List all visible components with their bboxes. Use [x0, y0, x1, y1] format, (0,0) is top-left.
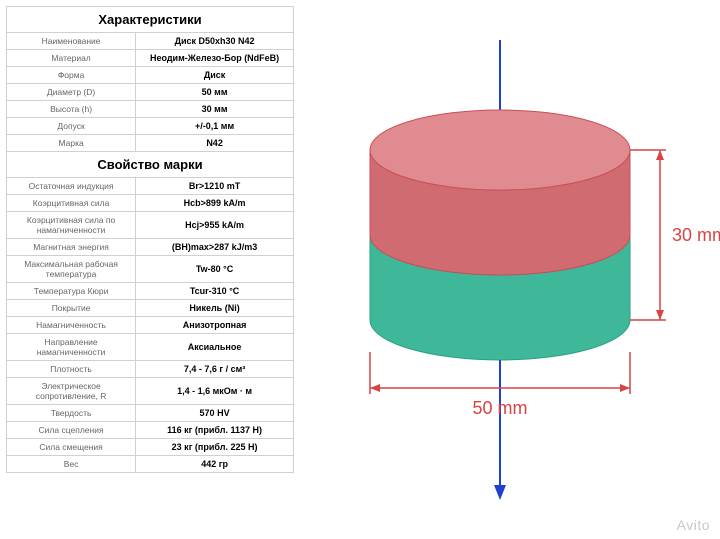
table-row: Магнитная энергия(BH)max>287 kJ/m3 — [7, 239, 294, 256]
spec-label: Намагниченность — [7, 317, 136, 334]
spec-value: Неодим-Железо-Бор (NdFeB) — [136, 50, 294, 67]
spec-value: 30 мм — [136, 101, 294, 118]
table-row: МатериалНеодим-Железо-Бор (NdFeB) — [7, 50, 294, 67]
spec-label: Наименование — [7, 33, 136, 50]
spec-label: Диаметр (D) — [7, 84, 136, 101]
spec-label: Магнитная энергия — [7, 239, 136, 256]
magnet-diagram: 30 mm 50 mm — [300, 0, 720, 539]
table-row: Вес442 гр — [7, 456, 294, 473]
spec-value: Аксиальное — [136, 334, 294, 361]
table-row: Остаточная индукцияBr>1210 mT — [7, 178, 294, 195]
dim-arrow-icon — [370, 384, 380, 392]
table-row: Коэрцитивная сила по намагниченностиHcj>… — [7, 212, 294, 239]
table-row: ФормаДиск — [7, 67, 294, 84]
table-row: НаименованиеДиск D50xh30 N42 — [7, 33, 294, 50]
table-row: Сила смещения23 кг (прибл. 225 H) — [7, 439, 294, 456]
dim-height-label: 30 mm — [672, 225, 720, 245]
spec-label: Материал — [7, 50, 136, 67]
spec-value: +/-0,1 мм — [136, 118, 294, 135]
table-row: Электрическое сопротивление, R1,4 - 1,6 … — [7, 378, 294, 405]
spec-label: Сила сцепления — [7, 422, 136, 439]
spec-value: 116 кг (прибл. 1137 H) — [136, 422, 294, 439]
spec-label: Плотность — [7, 361, 136, 378]
spec-value: Анизотропная — [136, 317, 294, 334]
spec-label: Электрическое сопротивление, R — [7, 378, 136, 405]
spec-table-container: ХарактеристикиНаименованиеДиск D50xh30 N… — [0, 0, 300, 539]
spec-label: Направление намагниченности — [7, 334, 136, 361]
spec-value: 23 кг (прибл. 225 H) — [136, 439, 294, 456]
section-header-characteristics: Характеристики — [7, 7, 294, 33]
table-row: Плотность7,4 - 7,6 г / см³ — [7, 361, 294, 378]
spec-label: Коэрцитивная сила — [7, 195, 136, 212]
section-header-grade: Свойство марки — [7, 152, 294, 178]
table-row: Сила сцепления116 кг (прибл. 1137 H) — [7, 422, 294, 439]
spec-value: 570 HV — [136, 405, 294, 422]
table-row: Твердость570 HV — [7, 405, 294, 422]
spec-value: (BH)max>287 kJ/m3 — [136, 239, 294, 256]
spec-label: Высота (h) — [7, 101, 136, 118]
spec-value: Tw-80 °C — [136, 256, 294, 283]
spec-label: Максимальная рабочая температура — [7, 256, 136, 283]
spec-label: Вес — [7, 456, 136, 473]
spec-label: Сила смещения — [7, 439, 136, 456]
spec-value: Никель (Ni) — [136, 300, 294, 317]
spec-label: Температура Кюри — [7, 283, 136, 300]
spec-value: Hcb>899 kA/m — [136, 195, 294, 212]
spec-label: Допуск — [7, 118, 136, 135]
dim-width-label: 50 mm — [472, 398, 527, 418]
spec-value: Hcj>955 kA/m — [136, 212, 294, 239]
spec-value: Диск — [136, 67, 294, 84]
diagram-container: 30 mm 50 mm Avito — [300, 0, 720, 539]
table-row: ПокрытиеНикель (Ni) — [7, 300, 294, 317]
spec-table: ХарактеристикиНаименованиеДиск D50xh30 N… — [6, 6, 294, 473]
table-row: Температура КюриTcur-310 °C — [7, 283, 294, 300]
spec-value: Br>1210 mT — [136, 178, 294, 195]
table-row: Высота (h)30 мм — [7, 101, 294, 118]
dim-arrow-icon — [656, 310, 664, 320]
spec-value: N42 — [136, 135, 294, 152]
spec-label: Покрытие — [7, 300, 136, 317]
axis-arrow-icon — [494, 485, 506, 500]
spec-value: 1,4 - 1,6 мкОм · м — [136, 378, 294, 405]
cylinder-top-face — [370, 110, 630, 190]
spec-label: Коэрцитивная сила по намагниченности — [7, 212, 136, 239]
table-row: Диаметр (D)50 мм — [7, 84, 294, 101]
watermark: Avito — [677, 517, 710, 533]
table-row: Коэрцитивная силаHcb>899 kA/m — [7, 195, 294, 212]
table-row: НамагниченностьАнизотропная — [7, 317, 294, 334]
spec-label: Твердость — [7, 405, 136, 422]
dim-arrow-icon — [620, 384, 630, 392]
spec-label: Марка — [7, 135, 136, 152]
spec-value: Диск D50xh30 N42 — [136, 33, 294, 50]
table-row: МаркаN42 — [7, 135, 294, 152]
spec-label: Форма — [7, 67, 136, 84]
dim-arrow-icon — [656, 150, 664, 160]
spec-value: 7,4 - 7,6 г / см³ — [136, 361, 294, 378]
spec-label: Остаточная индукция — [7, 178, 136, 195]
table-row: Направление намагниченностиАксиальное — [7, 334, 294, 361]
table-row: Допуск+/-0,1 мм — [7, 118, 294, 135]
table-row: Максимальная рабочая температураTw-80 °C — [7, 256, 294, 283]
spec-value: 50 мм — [136, 84, 294, 101]
spec-value: Tcur-310 °C — [136, 283, 294, 300]
spec-value: 442 гр — [136, 456, 294, 473]
